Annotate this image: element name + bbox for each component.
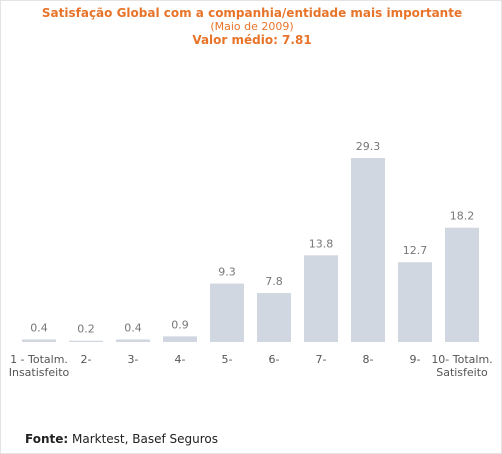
bar-9 (398, 262, 432, 342)
category-label-10: 10- Totalm. Satisfeito (431, 353, 492, 379)
category-label-2: 2- (81, 353, 92, 366)
category-label-3: 3- (128, 353, 139, 366)
value-label-7: 13.8 (309, 237, 334, 250)
value-label-6: 7.8 (265, 275, 283, 288)
bar-6 (257, 293, 291, 342)
category-label-6: 6- (269, 353, 280, 366)
source-text: Marktest, Basef Seguros (72, 432, 219, 446)
category-label-5: 5- (222, 353, 233, 366)
value-label-8: 29.3 (356, 140, 381, 153)
category-label-8: 8- (363, 353, 374, 366)
value-label-2: 0.2 (77, 323, 95, 336)
category-label-1: 1 - Totalm. Insatisfeito (9, 353, 70, 379)
bar-chart: 0.4 1 - Totalm. Insatisfeito 0.2 2- 0.4 3- 0.9 4… (9, 140, 493, 379)
bar-8 (351, 158, 385, 342)
bar-10 (445, 227, 479, 342)
bar-3 (116, 339, 150, 342)
value-label-4: 0.9 (171, 318, 189, 331)
value-label-1: 0.4 (30, 321, 48, 334)
value-label-5: 9.3 (218, 266, 236, 279)
bar-7 (304, 255, 338, 342)
source-label: Fonte: (25, 432, 69, 446)
chart-subtitle: (Maio de 2009) (210, 20, 294, 33)
value-label-9: 12.7 (403, 244, 428, 257)
bar-1 (22, 339, 56, 342)
category-label-9: 9- (410, 353, 421, 366)
category-label-7: 7- (316, 353, 327, 366)
average-value: Valor médio: 7.81 (192, 33, 312, 47)
value-label-3: 0.4 (124, 321, 142, 334)
bar-2 (69, 340, 103, 342)
source-note: Fonte: Marktest, Basef Seguros (25, 432, 218, 446)
category-label-4: 4- (175, 353, 186, 366)
bar-4 (163, 336, 197, 342)
chart-title: Satisfação Global com a companhia/entida… (41, 6, 463, 20)
value-label-10: 18.2 (450, 210, 475, 223)
chart-header: Satisfação Global com a companhia/entida… (1, 6, 502, 47)
bar-5 (210, 283, 244, 342)
